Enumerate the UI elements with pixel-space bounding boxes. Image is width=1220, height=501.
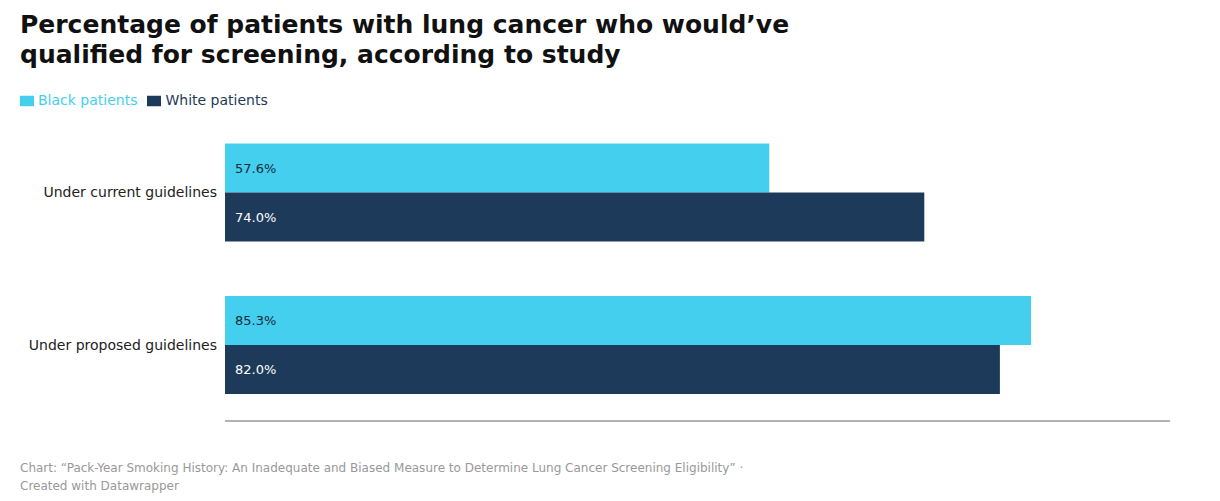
html-text:Black patients: Black patients bbox=[38, 92, 138, 108]
html-text:Percentage of patients with lu: Percentage of patients with lung cancer … bbox=[20, 10, 790, 39]
svg-text:Under proposed guidelines: Under proposed guidelines bbox=[29, 337, 217, 353]
svg-text:Under current guidelines: Under current guidelines bbox=[44, 184, 218, 200]
html-text:Created with Datawrapper: Created with Datawrapper bbox=[20, 479, 179, 493]
html-text:qualified for screening, accor: qualified for screening, according to st… bbox=[20, 40, 621, 69]
svg-text:85.3%: 85.3% bbox=[235, 313, 276, 328]
svg-text:82.0%: 82.0% bbox=[235, 362, 276, 377]
svg-text:57.6%: 57.6% bbox=[235, 161, 276, 176]
svg-text:74.0%: 74.0% bbox=[235, 210, 276, 225]
html-text:Chart: “Pack-Year Smoking Hist: Chart: “Pack-Year Smoking History: An In… bbox=[20, 461, 744, 475]
html-text:White patients: White patients bbox=[165, 92, 268, 108]
